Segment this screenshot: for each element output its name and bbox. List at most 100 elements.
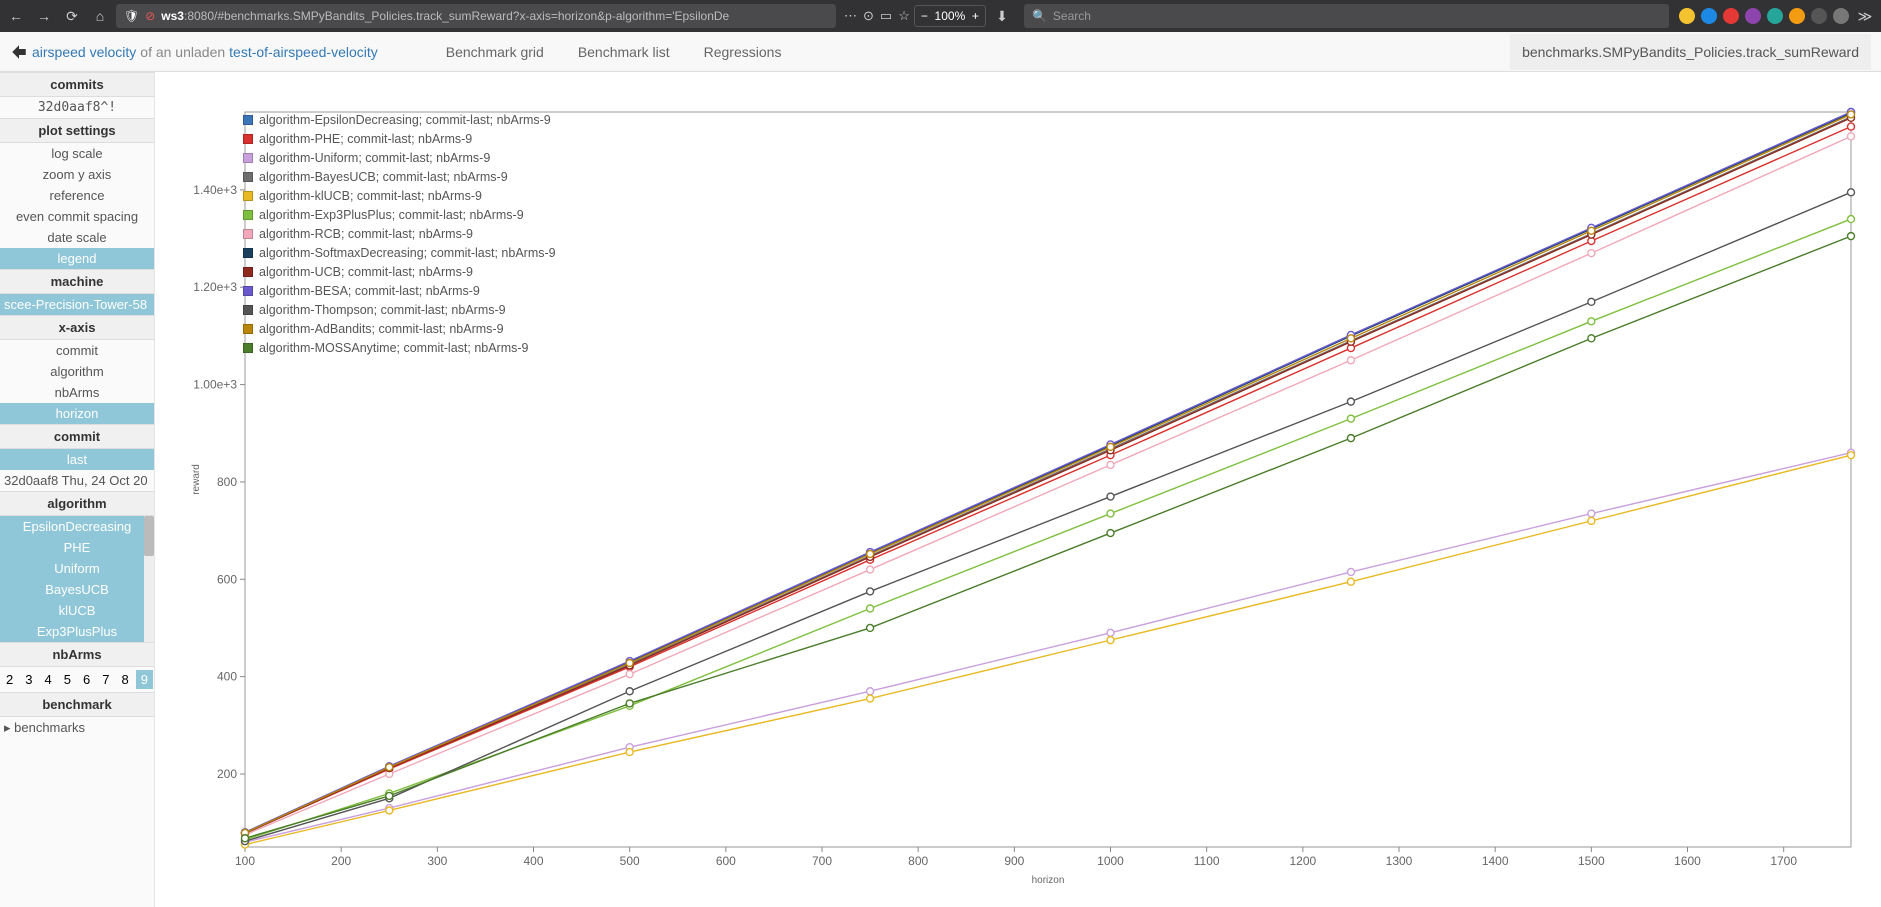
algorithm-item-klucb[interactable]: klUCB xyxy=(0,600,154,621)
plot-setting-legend[interactable]: legend xyxy=(0,248,154,269)
tray-icon-5[interactable] xyxy=(1789,8,1805,24)
brand-link-1[interactable]: airspeed velocity xyxy=(32,44,136,60)
algorithm-item-epsilondecreasing[interactable]: EpsilonDecreasing xyxy=(0,516,154,537)
benchmark-item[interactable]: ▸ benchmarks xyxy=(0,717,154,739)
nbarms-9[interactable]: 9 xyxy=(136,670,153,689)
plot-setting-log-scale[interactable]: log scale xyxy=(0,143,154,164)
chart-area: 1002003004005006007008009001000110012001… xyxy=(155,72,1881,907)
commit-hash[interactable]: 32d0aaf8^! xyxy=(0,97,154,118)
url-path: /#benchmarks.SMPyBandits_Policies.track_… xyxy=(214,9,729,23)
legend-label: algorithm-RCB; commit-last; nbArms-9 xyxy=(259,227,473,241)
zoom-control[interactable]: − 100% + xyxy=(914,5,986,27)
brand-link-2[interactable]: test-of-airspeed-velocity xyxy=(229,44,378,60)
scroll-track[interactable] xyxy=(144,516,154,642)
legend-label: algorithm-BayesUCB; commit-last; nbArms-… xyxy=(259,170,508,184)
lock-icon: ⊘ xyxy=(145,9,155,23)
svg-text:900: 900 xyxy=(1004,854,1024,868)
plot-setting-date-scale[interactable]: date scale xyxy=(0,227,154,248)
nav-item-regressions[interactable]: Regressions xyxy=(696,44,790,60)
download-icon[interactable]: ⬇ xyxy=(990,4,1014,28)
commit-item-last[interactable]: last xyxy=(0,449,154,470)
tray-icon-3[interactable] xyxy=(1745,8,1761,24)
svg-text:reward: reward xyxy=(191,464,202,495)
svg-text:1200: 1200 xyxy=(1289,854,1316,868)
svg-text:600: 600 xyxy=(217,572,237,586)
svg-text:1.40e+3: 1.40e+3 xyxy=(193,183,237,197)
plot-setting-zoom-y-axis[interactable]: zoom y axis xyxy=(0,164,154,185)
tray-icon-1[interactable] xyxy=(1701,8,1717,24)
nbarms-7[interactable]: 7 xyxy=(97,670,114,689)
url-bar[interactable]: 🛡 ⊘ ws3:8080/#benchmarks.SMPyBandits_Pol… xyxy=(116,4,836,28)
nbarms-5[interactable]: 5 xyxy=(59,670,76,689)
svg-text:800: 800 xyxy=(908,854,928,868)
main-layout: commits 32d0aaf8^! plot settings log sca… xyxy=(0,72,1881,907)
zoom-level: 100% xyxy=(935,9,966,23)
tray-icon-2[interactable] xyxy=(1723,8,1739,24)
save-icon[interactable]: ▭ xyxy=(880,8,892,24)
zoom-plus[interactable]: + xyxy=(972,9,979,23)
xaxis-item-algorithm[interactable]: algorithm xyxy=(0,361,154,382)
svg-text:1.00e+3: 1.00e+3 xyxy=(193,378,237,392)
plot-settings-header: plot settings xyxy=(0,118,154,143)
legend-swatch xyxy=(243,286,253,296)
chart-legend: algorithm-EpsilonDecreasing; commit-last… xyxy=(243,110,556,357)
back-button[interactable]: ← xyxy=(4,4,28,28)
zoom-minus[interactable]: − xyxy=(921,9,928,23)
svg-text:400: 400 xyxy=(523,854,543,868)
algorithm-header: algorithm xyxy=(0,491,154,516)
legend-label: algorithm-Uniform; commit-last; nbArms-9 xyxy=(259,151,490,165)
legend-swatch xyxy=(243,248,253,258)
algorithm-item-bayesucb[interactable]: BayesUCB xyxy=(0,579,154,600)
machine-value[interactable]: scee-Precision-Tower-58 xyxy=(0,294,154,315)
legend-swatch xyxy=(243,229,253,239)
legend-label: algorithm-EpsilonDecreasing; commit-last… xyxy=(259,113,551,127)
legend-swatch xyxy=(243,115,253,125)
nav-item-benchmark-grid[interactable]: Benchmark grid xyxy=(438,44,552,60)
svg-text:600: 600 xyxy=(716,854,736,868)
tray-icon-7[interactable] xyxy=(1833,8,1849,24)
home-button[interactable]: ⌂ xyxy=(88,4,112,28)
reload-button[interactable]: ⟳ xyxy=(60,4,84,28)
svg-text:500: 500 xyxy=(620,854,640,868)
tray-icon-0[interactable] xyxy=(1679,8,1695,24)
more-icon[interactable]: ⋯ xyxy=(844,8,857,24)
nbarms-4[interactable]: 4 xyxy=(40,670,57,689)
star-icon[interactable]: ☆ xyxy=(898,8,910,24)
nbarms-8[interactable]: 8 xyxy=(117,670,134,689)
forward-button[interactable]: → xyxy=(32,4,56,28)
svg-text:1400: 1400 xyxy=(1482,854,1509,868)
nav-item-benchmark-list[interactable]: Benchmark list xyxy=(570,44,678,60)
nbarms-3[interactable]: 3 xyxy=(20,670,37,689)
legend-row: algorithm-EpsilonDecreasing; commit-last… xyxy=(243,110,556,129)
browser-chrome: ← → ⟳ ⌂ 🛡 ⊘ ws3:8080/#benchmarks.SMPyBan… xyxy=(0,0,1881,32)
overflow-icon[interactable]: ≫ xyxy=(1853,4,1877,28)
algorithm-item-uniform[interactable]: Uniform xyxy=(0,558,154,579)
shield-icon: 🛡 xyxy=(124,9,139,23)
plot-setting-even-commit-spacing[interactable]: even commit spacing xyxy=(0,206,154,227)
nbarms-2[interactable]: 2 xyxy=(1,670,18,689)
xaxis-item-nbarms[interactable]: nbArms xyxy=(0,382,154,403)
xaxis-item-commit[interactable]: commit xyxy=(0,340,154,361)
tray-icon-6[interactable] xyxy=(1811,8,1827,24)
commit-header: commit xyxy=(0,424,154,449)
url-port: :8080 xyxy=(184,9,214,23)
legend-row: algorithm-Exp3PlusPlus; commit-last; nbA… xyxy=(243,205,556,224)
nav-active-benchmark[interactable]: benchmarks.SMPyBandits_Policies.track_su… xyxy=(1510,34,1871,70)
brand-mid-text: of an unladen xyxy=(140,44,225,60)
svg-text:1500: 1500 xyxy=(1578,854,1605,868)
xaxis-item-horizon[interactable]: horizon xyxy=(0,403,154,424)
algorithm-item-phe[interactable]: PHE xyxy=(0,537,154,558)
brand: airspeed velocity of an unladen test-of-… xyxy=(10,43,378,61)
algorithm-item-exp3plusplus[interactable]: Exp3PlusPlus xyxy=(0,621,154,642)
brand-logo-icon xyxy=(10,43,28,61)
tray-icon-4[interactable] xyxy=(1767,8,1783,24)
plot-setting-reference[interactable]: reference xyxy=(0,185,154,206)
legend-swatch xyxy=(243,210,253,220)
legend-swatch xyxy=(243,153,253,163)
nbarms-6[interactable]: 6 xyxy=(78,670,95,689)
benchmark-header: benchmark xyxy=(0,692,154,717)
legend-swatch xyxy=(243,134,253,144)
scroll-thumb[interactable] xyxy=(144,516,154,556)
search-bar[interactable]: 🔍 Search xyxy=(1024,4,1669,28)
reader-icon[interactable]: ⊙ xyxy=(863,8,874,24)
